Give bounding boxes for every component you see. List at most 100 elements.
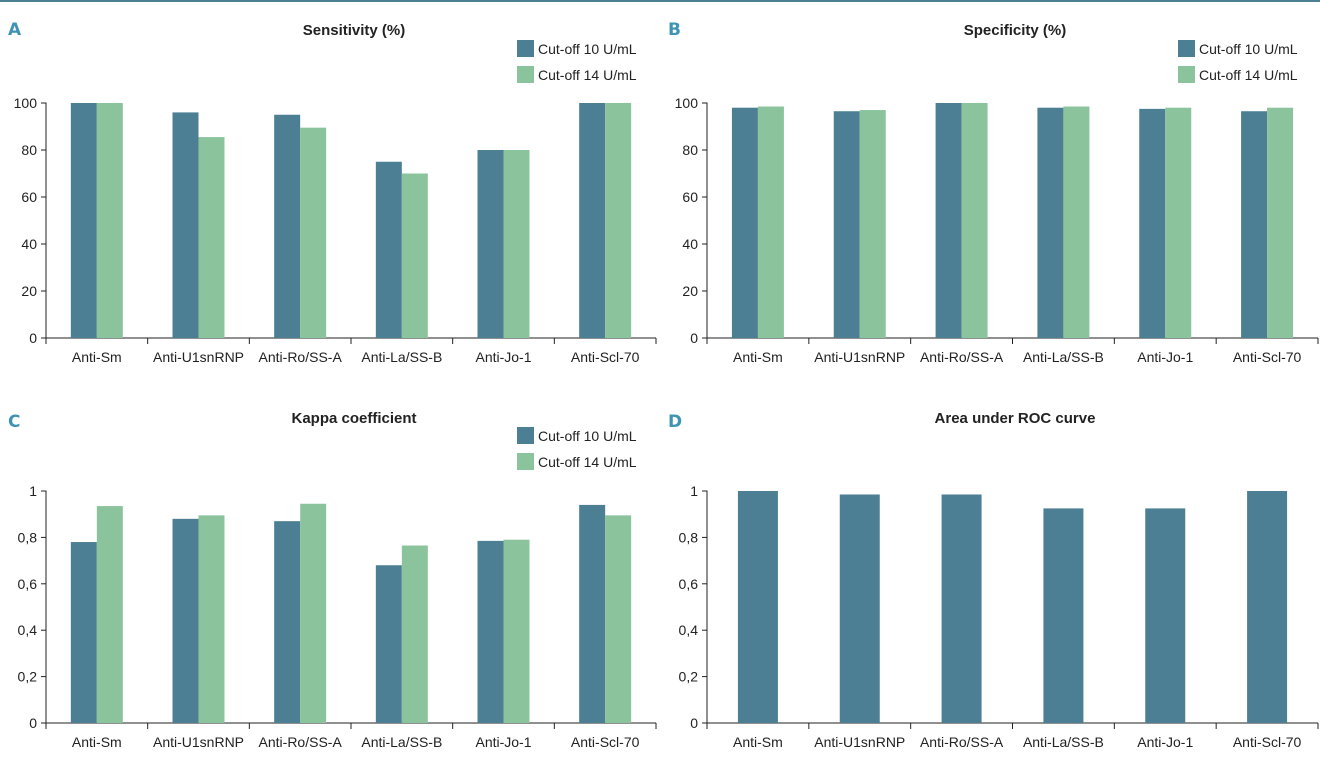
panel-letter: B — [668, 20, 681, 40]
chart-title: Sensitivity (%) — [303, 22, 406, 39]
bar-anti-u1snrnp-s2 — [198, 137, 225, 338]
x-category-label: Anti-Scl-70 — [571, 734, 640, 750]
chart-panel-a: A Sensitivity (%) 0 20 40 60 80 100 Anti-Sm Anti-… — [8, 20, 657, 365]
bar-anti-u1snrnp-s1 — [172, 518, 199, 723]
x-category-label: Anti-La/SS-B — [1023, 349, 1104, 365]
bar-anti-la-ss-b-s1 — [375, 161, 402, 338]
panel-letter: C — [8, 412, 20, 432]
x-category-label: Anti-Sm — [72, 734, 122, 750]
bar-anti-u1snrnp-s1 — [172, 112, 199, 339]
bar-anti-ro-ss-a-s1 — [935, 103, 962, 338]
bar-anti-la-ss-b-s2 — [401, 545, 428, 723]
bar-anti-jo-1-s1 — [1145, 508, 1186, 723]
legend-label: Cut-off 14 U/mL — [538, 454, 637, 470]
x-category-label: Anti-Jo-1 — [475, 349, 531, 365]
y-tick-label: 20 — [21, 283, 37, 299]
panel-letter: D — [668, 412, 682, 432]
bar-anti-ro-ss-a-s2 — [300, 503, 327, 723]
y-tick-label: 60 — [21, 189, 37, 205]
legend-swatch — [517, 66, 534, 83]
bar-anti-la-ss-b-s1 — [375, 565, 402, 723]
bar-anti-ro-ss-a-s2 — [300, 127, 327, 338]
bar-anti-u1snrnp-s1 — [833, 111, 860, 338]
y-tick-label: 0,6 — [18, 576, 38, 592]
top-rule — [0, 0, 1320, 2]
y-tick-label: 100 — [675, 95, 699, 111]
x-category-label: Anti-U1snRNP — [814, 349, 905, 365]
chart-panel-d: D Area under ROC curve 0 0,2 0,4 0,6 0,8 1 Anti-… — [668, 410, 1319, 750]
legend-swatch — [1178, 66, 1195, 83]
x-category-label: Anti-Ro/SS-A — [920, 734, 1004, 750]
bar-anti-sm-s2 — [757, 106, 784, 339]
bar-anti-jo-1-s1 — [477, 150, 504, 338]
x-category-label: Anti-Scl-70 — [1233, 734, 1302, 750]
bar-anti-jo-1-s2 — [503, 150, 530, 338]
chart-panel-c: C Kappa coefficient 0 0,2 0,4 0,6 0,8 1 Anti-Sm A… — [8, 410, 657, 750]
y-tick-label: 0,6 — [679, 576, 699, 592]
x-category-label: Anti-U1snRNP — [814, 734, 905, 750]
y-tick-label: 0 — [29, 330, 37, 346]
legend-label: Cut-off 10 U/mL — [538, 428, 637, 444]
x-category-label: Anti-Sm — [72, 349, 122, 365]
x-category-label: Anti-Scl-70 — [1233, 349, 1302, 365]
legend-label: Cut-off 14 U/mL — [538, 67, 637, 83]
y-tick-label: 0 — [29, 715, 37, 731]
bar-anti-sm-s2 — [96, 506, 123, 723]
x-category-label: Anti-Jo-1 — [1137, 349, 1193, 365]
bar-anti-scl-70-s1 — [579, 504, 606, 723]
y-tick-label: 40 — [682, 236, 698, 252]
y-tick-label: 0,4 — [679, 622, 699, 638]
bar-anti-scl-70-s1 — [579, 103, 606, 338]
x-category-label: Anti-La/SS-B — [361, 349, 442, 365]
x-category-label: Anti-Sm — [733, 734, 783, 750]
y-tick-label: 0,2 — [679, 669, 699, 685]
x-category-label: Anti-Ro/SS-A — [259, 349, 343, 365]
bar-anti-ro-ss-a-s1 — [274, 114, 301, 338]
bar-anti-la-ss-b-s1 — [1043, 508, 1084, 723]
bar-anti-scl-70-s2 — [1267, 107, 1294, 338]
y-tick-label: 80 — [21, 142, 37, 158]
bar-anti-u1snrnp-s2 — [859, 110, 886, 338]
x-category-label: Anti-Sm — [733, 349, 783, 365]
bar-anti-ro-ss-a-s1 — [274, 521, 301, 723]
y-tick-label: 0,2 — [18, 669, 38, 685]
bar-anti-jo-1-s1 — [1139, 108, 1166, 338]
bar-anti-sm-s1 — [731, 107, 758, 338]
chart-panel-b: B Specificity (%) 0 20 40 60 80 100 Anti-Sm Anti-… — [668, 20, 1319, 365]
x-category-label: Anti-U1snRNP — [153, 349, 244, 365]
x-category-label: Anti-Jo-1 — [1137, 734, 1193, 750]
bar-anti-scl-70-s1 — [1241, 111, 1268, 338]
x-category-label: Anti-La/SS-B — [361, 734, 442, 750]
y-tick-label: 40 — [21, 236, 37, 252]
bar-anti-scl-70-s2 — [605, 103, 632, 338]
x-category-label: Anti-Ro/SS-A — [259, 734, 343, 750]
y-tick-label: 1 — [29, 483, 37, 499]
bar-anti-scl-70-s1 — [1247, 491, 1288, 723]
bar-anti-sm-s1 — [70, 542, 97, 723]
bar-anti-ro-ss-a-s2 — [961, 103, 988, 338]
legend-label: Cut-off 10 U/mL — [538, 41, 637, 57]
x-category-label: Anti-Ro/SS-A — [920, 349, 1004, 365]
legend-label: Cut-off 14 U/mL — [1199, 67, 1298, 83]
x-category-label: Anti-La/SS-B — [1023, 734, 1104, 750]
y-tick-label: 20 — [682, 283, 698, 299]
x-category-label: Anti-Jo-1 — [475, 734, 531, 750]
bar-anti-jo-1-s2 — [1165, 107, 1192, 338]
x-category-label: Anti-U1snRNP — [153, 734, 244, 750]
bar-anti-scl-70-s2 — [605, 515, 632, 723]
y-tick-label: 0,8 — [679, 529, 699, 545]
bar-anti-jo-1-s1 — [477, 540, 504, 723]
y-tick-label: 60 — [682, 189, 698, 205]
bar-anti-u1snrnp-s1 — [839, 494, 880, 723]
y-tick-label: 0,4 — [18, 622, 38, 638]
bar-anti-sm-s2 — [96, 103, 123, 338]
legend-label: Cut-off 10 U/mL — [1199, 41, 1298, 57]
x-category-label: Anti-Scl-70 — [571, 349, 640, 365]
y-tick-label: 1 — [690, 483, 698, 499]
bar-anti-la-ss-b-s2 — [1063, 106, 1090, 339]
y-tick-label: 0,8 — [18, 529, 38, 545]
bar-anti-ro-ss-a-s1 — [941, 494, 982, 723]
legend-swatch — [517, 40, 534, 57]
chart-title: Specificity (%) — [964, 22, 1067, 39]
